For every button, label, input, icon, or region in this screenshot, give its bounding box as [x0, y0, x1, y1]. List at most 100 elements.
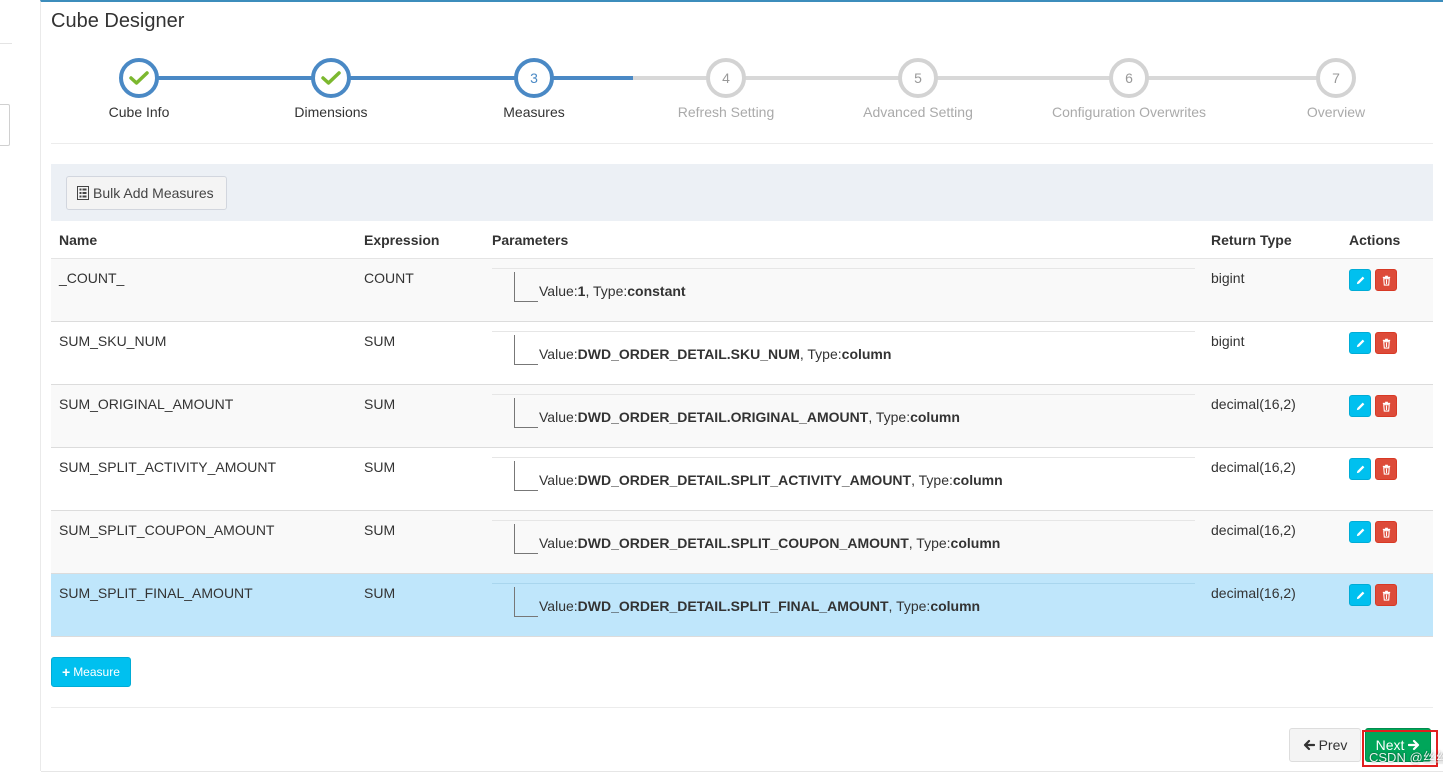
check-icon — [321, 71, 341, 85]
bulk-add-label: Bulk Add Measures — [93, 185, 214, 201]
return-type: decimal(16,2) — [1211, 396, 1296, 412]
step-label: Dimensions — [294, 104, 368, 120]
separator: , — [888, 598, 897, 614]
delete-button[interactable] — [1375, 584, 1397, 606]
separator: , — [585, 283, 593, 299]
edit-button[interactable] — [1349, 521, 1371, 543]
type-label: Type: — [918, 472, 953, 488]
step-label: Configuration Overwrites — [1051, 104, 1207, 120]
table-row[interactable]: SUM_ORIGINAL_AMOUNT SUM Value:DWD_ORDER_DE… — [51, 385, 1433, 448]
wizard-divider — [51, 143, 1433, 144]
pencil-icon — [1356, 402, 1364, 410]
wizard-track-segment — [726, 76, 918, 80]
trash-icon — [1382, 275, 1390, 286]
parameter-type: column — [952, 472, 1003, 488]
separator: , — [911, 472, 919, 488]
measure-name: SUM_SPLIT_COUPON_AMOUNT — [59, 522, 275, 538]
step-number: 3 — [530, 70, 538, 86]
delete-button[interactable] — [1375, 458, 1397, 480]
add-measure-button[interactable]: + Measure — [51, 657, 131, 687]
measure-name: SUM_SKU_NUM — [59, 333, 167, 349]
return-type: decimal(16,2) — [1211, 585, 1296, 601]
pencil-icon — [1356, 528, 1364, 536]
edit-button[interactable] — [1349, 584, 1371, 606]
return-type: decimal(16,2) — [1211, 522, 1296, 538]
measure-parameters: Value:DWD_ORDER_DETAIL.SKU_NUM, Type:col… — [492, 331, 1195, 365]
wizard-step-6[interactable]: 6 Configuration Overwrites — [1029, 58, 1229, 120]
prev-button[interactable]: Prev — [1289, 728, 1361, 762]
page-title: Cube Designer — [51, 10, 185, 32]
edit-button[interactable] — [1349, 332, 1371, 354]
outer-divider — [0, 43, 12, 44]
wizard-step-3[interactable]: 3 Measures — [434, 58, 634, 120]
delete-button[interactable] — [1375, 395, 1397, 417]
header-return-type: Return Type — [1211, 232, 1292, 248]
delete-button[interactable] — [1375, 332, 1397, 354]
trash-icon — [1382, 590, 1390, 601]
header-actions: Actions — [1349, 232, 1401, 248]
parameter-value: DWD_ORDER_DETAIL.SPLIT_FINAL_AMOUNT — [577, 598, 889, 614]
parameter-text: Value:DWD_ORDER_DETAIL.ORIGINAL_AMOUNT, … — [539, 409, 960, 425]
edit-button[interactable] — [1349, 458, 1371, 480]
parameter-text: Value:DWD_ORDER_DETAIL.SPLIT_COUPON_AMOU… — [539, 535, 1000, 551]
table-row[interactable]: _COUNT_ COUNT Value:1, Type:constant bigint — [51, 259, 1433, 322]
tree-line — [514, 461, 515, 491]
measure-expression: COUNT — [364, 270, 414, 286]
return-type: bigint — [1211, 333, 1245, 349]
separator: , — [799, 346, 808, 362]
parameter-value: DWD_ORDER_DETAIL.SPLIT_ACTIVITY_AMOUNT — [577, 472, 912, 488]
plus-icon: + — [62, 664, 71, 680]
tree-line — [514, 364, 538, 365]
measure-name: SUM_SPLIT_FINAL_AMOUNT — [59, 585, 253, 601]
arrow-right-icon — [1408, 739, 1420, 751]
row-actions — [1349, 458, 1397, 480]
cube-designer-panel: Cube Designer Cube Info Dimensions 3 Measur… — [40, 0, 1443, 772]
table-row[interactable]: SUM_SKU_NUM SUM Value:DWD_ORDER_DETAIL.SKU… — [51, 322, 1433, 385]
outer-page-edge — [0, 0, 40, 771]
tree-line — [514, 272, 515, 302]
wizard-step-2[interactable]: Dimensions — [231, 58, 431, 120]
delete-button[interactable] — [1375, 521, 1397, 543]
measure-parameters: Value:DWD_ORDER_DETAIL.SPLIT_COUPON_AMOU… — [492, 520, 1195, 554]
parameter-value: DWD_ORDER_DETAIL.SKU_NUM — [577, 346, 800, 362]
table-row[interactable]: SUM_SPLIT_ACTIVITY_AMOUNT SUM Value:DWD_OR… — [51, 448, 1433, 511]
wizard-steps: Cube Info Dimensions 3 Measures 4 Refresh Set… — [41, 2, 1443, 144]
table-row[interactable]: SUM_SPLIT_FINAL_AMOUNT SUM Value:DWD_ORDER… — [51, 574, 1433, 637]
step-number: 5 — [914, 70, 922, 86]
step-label: Overview — [1306, 104, 1366, 120]
tree-line — [514, 616, 538, 617]
delete-button[interactable] — [1375, 269, 1397, 291]
measure-expression: SUM — [364, 522, 396, 538]
wizard-step-5[interactable]: 5 Advanced Setting — [818, 58, 1018, 120]
step-circle — [119, 58, 159, 98]
row-actions — [1349, 395, 1397, 417]
parameter-type: column — [930, 598, 981, 614]
step-number: 6 — [1125, 70, 1133, 86]
wizard-step-7[interactable]: 7 Overview — [1236, 58, 1436, 120]
table-row[interactable]: SUM_SPLIT_COUPON_AMOUNT SUM Value:DWD_ORDE… — [51, 511, 1433, 574]
wizard-step-4[interactable]: 4 Refresh Setting — [626, 58, 826, 120]
value-label: Value: — [539, 409, 578, 425]
measure-expression: SUM — [364, 333, 396, 349]
tree-line — [514, 301, 538, 302]
wizard-track-segment — [139, 76, 331, 80]
wizard-track-segment — [534, 76, 633, 80]
type-label: Type: — [807, 346, 842, 362]
next-button[interactable]: Next — [1365, 728, 1431, 762]
edit-button[interactable] — [1349, 269, 1371, 291]
value-label: Value: — [539, 598, 578, 614]
trash-icon — [1382, 464, 1390, 475]
type-label: Type: — [916, 535, 951, 551]
add-measure-label: Measure — [73, 665, 120, 679]
edit-button[interactable] — [1349, 395, 1371, 417]
parameter-text: Value:DWD_ORDER_DETAIL.SKU_NUM, Type:col… — [539, 346, 891, 362]
header-parameters: Parameters — [492, 232, 569, 248]
step-circle: 6 — [1109, 58, 1149, 98]
measure-parameters: Value:DWD_ORDER_DETAIL.ORIGINAL_AMOUNT, … — [492, 394, 1195, 428]
footer-divider — [51, 707, 1433, 708]
wizard-step-1[interactable]: Cube Info — [39, 58, 239, 120]
bulk-add-measures-button[interactable]: Bulk Add Measures — [66, 176, 227, 210]
parameter-value: DWD_ORDER_DETAIL.ORIGINAL_AMOUNT — [577, 409, 869, 425]
step-label: Cube Info — [108, 104, 170, 120]
measure-parameters: Value:DWD_ORDER_DETAIL.SPLIT_ACTIVITY_AM… — [492, 457, 1195, 491]
